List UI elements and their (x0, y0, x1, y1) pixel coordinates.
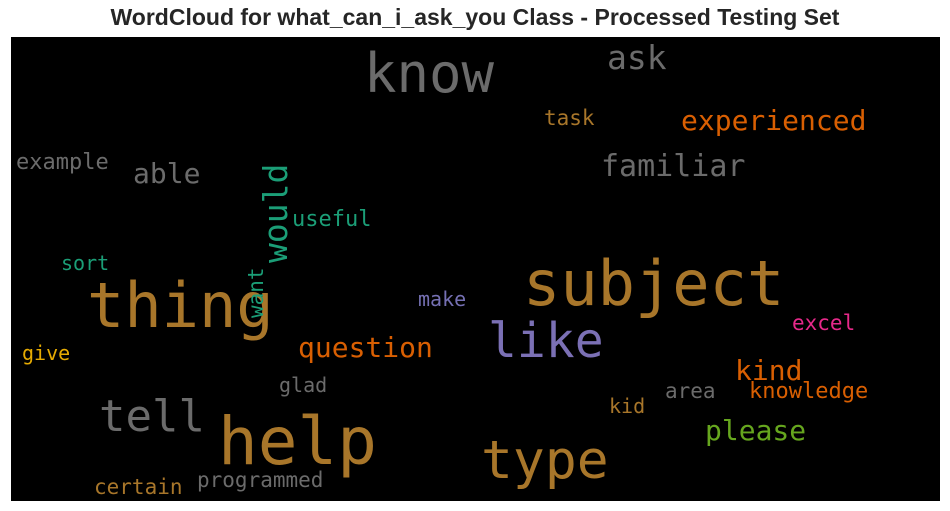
word-experienced: experienced (681, 107, 866, 135)
word-want: want (246, 267, 267, 318)
word-excel: excel (792, 313, 855, 334)
word-glad: glad (279, 375, 327, 395)
word-kid: kid (609, 396, 645, 416)
word-certain: certain (94, 477, 183, 498)
word-example: example (16, 152, 109, 174)
word-give: give (22, 343, 70, 363)
word-please: please (705, 417, 806, 445)
word-knowledge: knowledge (749, 381, 868, 403)
word-area: area (665, 381, 716, 402)
word-subject: subject (523, 253, 784, 315)
word-would: would (259, 164, 292, 263)
chart-title: WordCloud for what_can_i_ask_you Class -… (0, 4, 950, 31)
word-question: question (298, 334, 433, 362)
word-like: like (488, 317, 604, 365)
word-cloud-canvas: help subject thing type know like tell w… (11, 37, 940, 501)
word-ask: ask (607, 41, 667, 74)
word-sort: sort (61, 253, 109, 273)
word-familiar: familiar (601, 152, 746, 182)
word-useful: useful (292, 209, 371, 231)
word-able: able (133, 160, 200, 188)
word-tell: tell (99, 395, 205, 439)
word-know: know (364, 47, 494, 101)
word-programmed: programmed (197, 470, 323, 491)
word-type: type (481, 434, 609, 487)
word-task: task (544, 108, 595, 129)
word-make: make (418, 289, 466, 309)
word-help: help (218, 409, 377, 475)
